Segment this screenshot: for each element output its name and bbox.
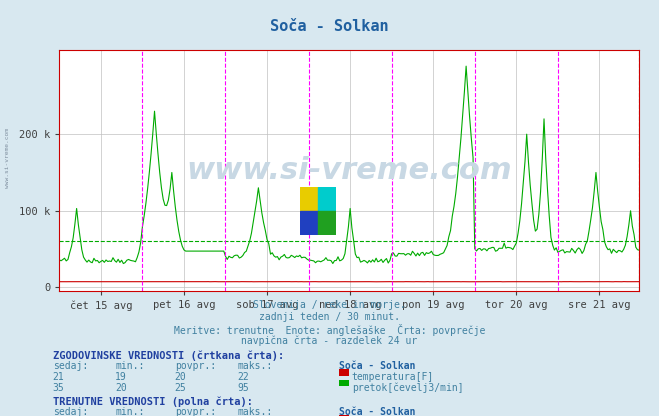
Text: pretok[čevelj3/min]: pretok[čevelj3/min] bbox=[352, 383, 463, 393]
Text: povpr.:: povpr.: bbox=[175, 407, 215, 416]
Text: min.:: min.: bbox=[115, 361, 145, 371]
Text: ZGODOVINSKE VREDNOSTI (črtkana črta):: ZGODOVINSKE VREDNOSTI (črtkana črta): bbox=[53, 350, 284, 361]
Text: Soča - Solkan: Soča - Solkan bbox=[339, 361, 416, 371]
Bar bbox=[318, 187, 336, 211]
Text: TRENUTNE VREDNOSTI (polna črta):: TRENUTNE VREDNOSTI (polna črta): bbox=[53, 396, 252, 406]
Text: povpr.:: povpr.: bbox=[175, 361, 215, 371]
Text: 19: 19 bbox=[115, 372, 127, 382]
Text: 20: 20 bbox=[175, 372, 186, 382]
Bar bbox=[318, 211, 336, 235]
Text: Meritve: trenutne  Enote: anglešaške  Črta: povprečje: Meritve: trenutne Enote: anglešaške Črta… bbox=[174, 324, 485, 336]
Bar bbox=[300, 211, 318, 235]
Text: www.si-vreme.com: www.si-vreme.com bbox=[5, 128, 11, 188]
Bar bbox=[300, 187, 318, 211]
Text: 20: 20 bbox=[115, 383, 127, 393]
Text: min.:: min.: bbox=[115, 407, 145, 416]
Text: zadnji teden / 30 minut.: zadnji teden / 30 minut. bbox=[259, 312, 400, 322]
Text: sedaj:: sedaj: bbox=[53, 361, 88, 371]
Text: www.si-vreme.com: www.si-vreme.com bbox=[186, 156, 512, 185]
Text: temperatura[F]: temperatura[F] bbox=[352, 372, 434, 382]
Text: maks.:: maks.: bbox=[237, 407, 272, 416]
Text: Soča - Solkan: Soča - Solkan bbox=[339, 407, 416, 416]
Text: 21: 21 bbox=[53, 372, 65, 382]
Text: maks.:: maks.: bbox=[237, 361, 272, 371]
Text: 95: 95 bbox=[237, 383, 249, 393]
Text: sedaj:: sedaj: bbox=[53, 407, 88, 416]
Text: Slovenija / reke in morje.: Slovenija / reke in morje. bbox=[253, 300, 406, 310]
Text: navpična črta - razdelek 24 ur: navpična črta - razdelek 24 ur bbox=[241, 335, 418, 346]
Text: Soča - Solkan: Soča - Solkan bbox=[270, 19, 389, 34]
Text: 35: 35 bbox=[53, 383, 65, 393]
Text: 22: 22 bbox=[237, 372, 249, 382]
Text: 25: 25 bbox=[175, 383, 186, 393]
